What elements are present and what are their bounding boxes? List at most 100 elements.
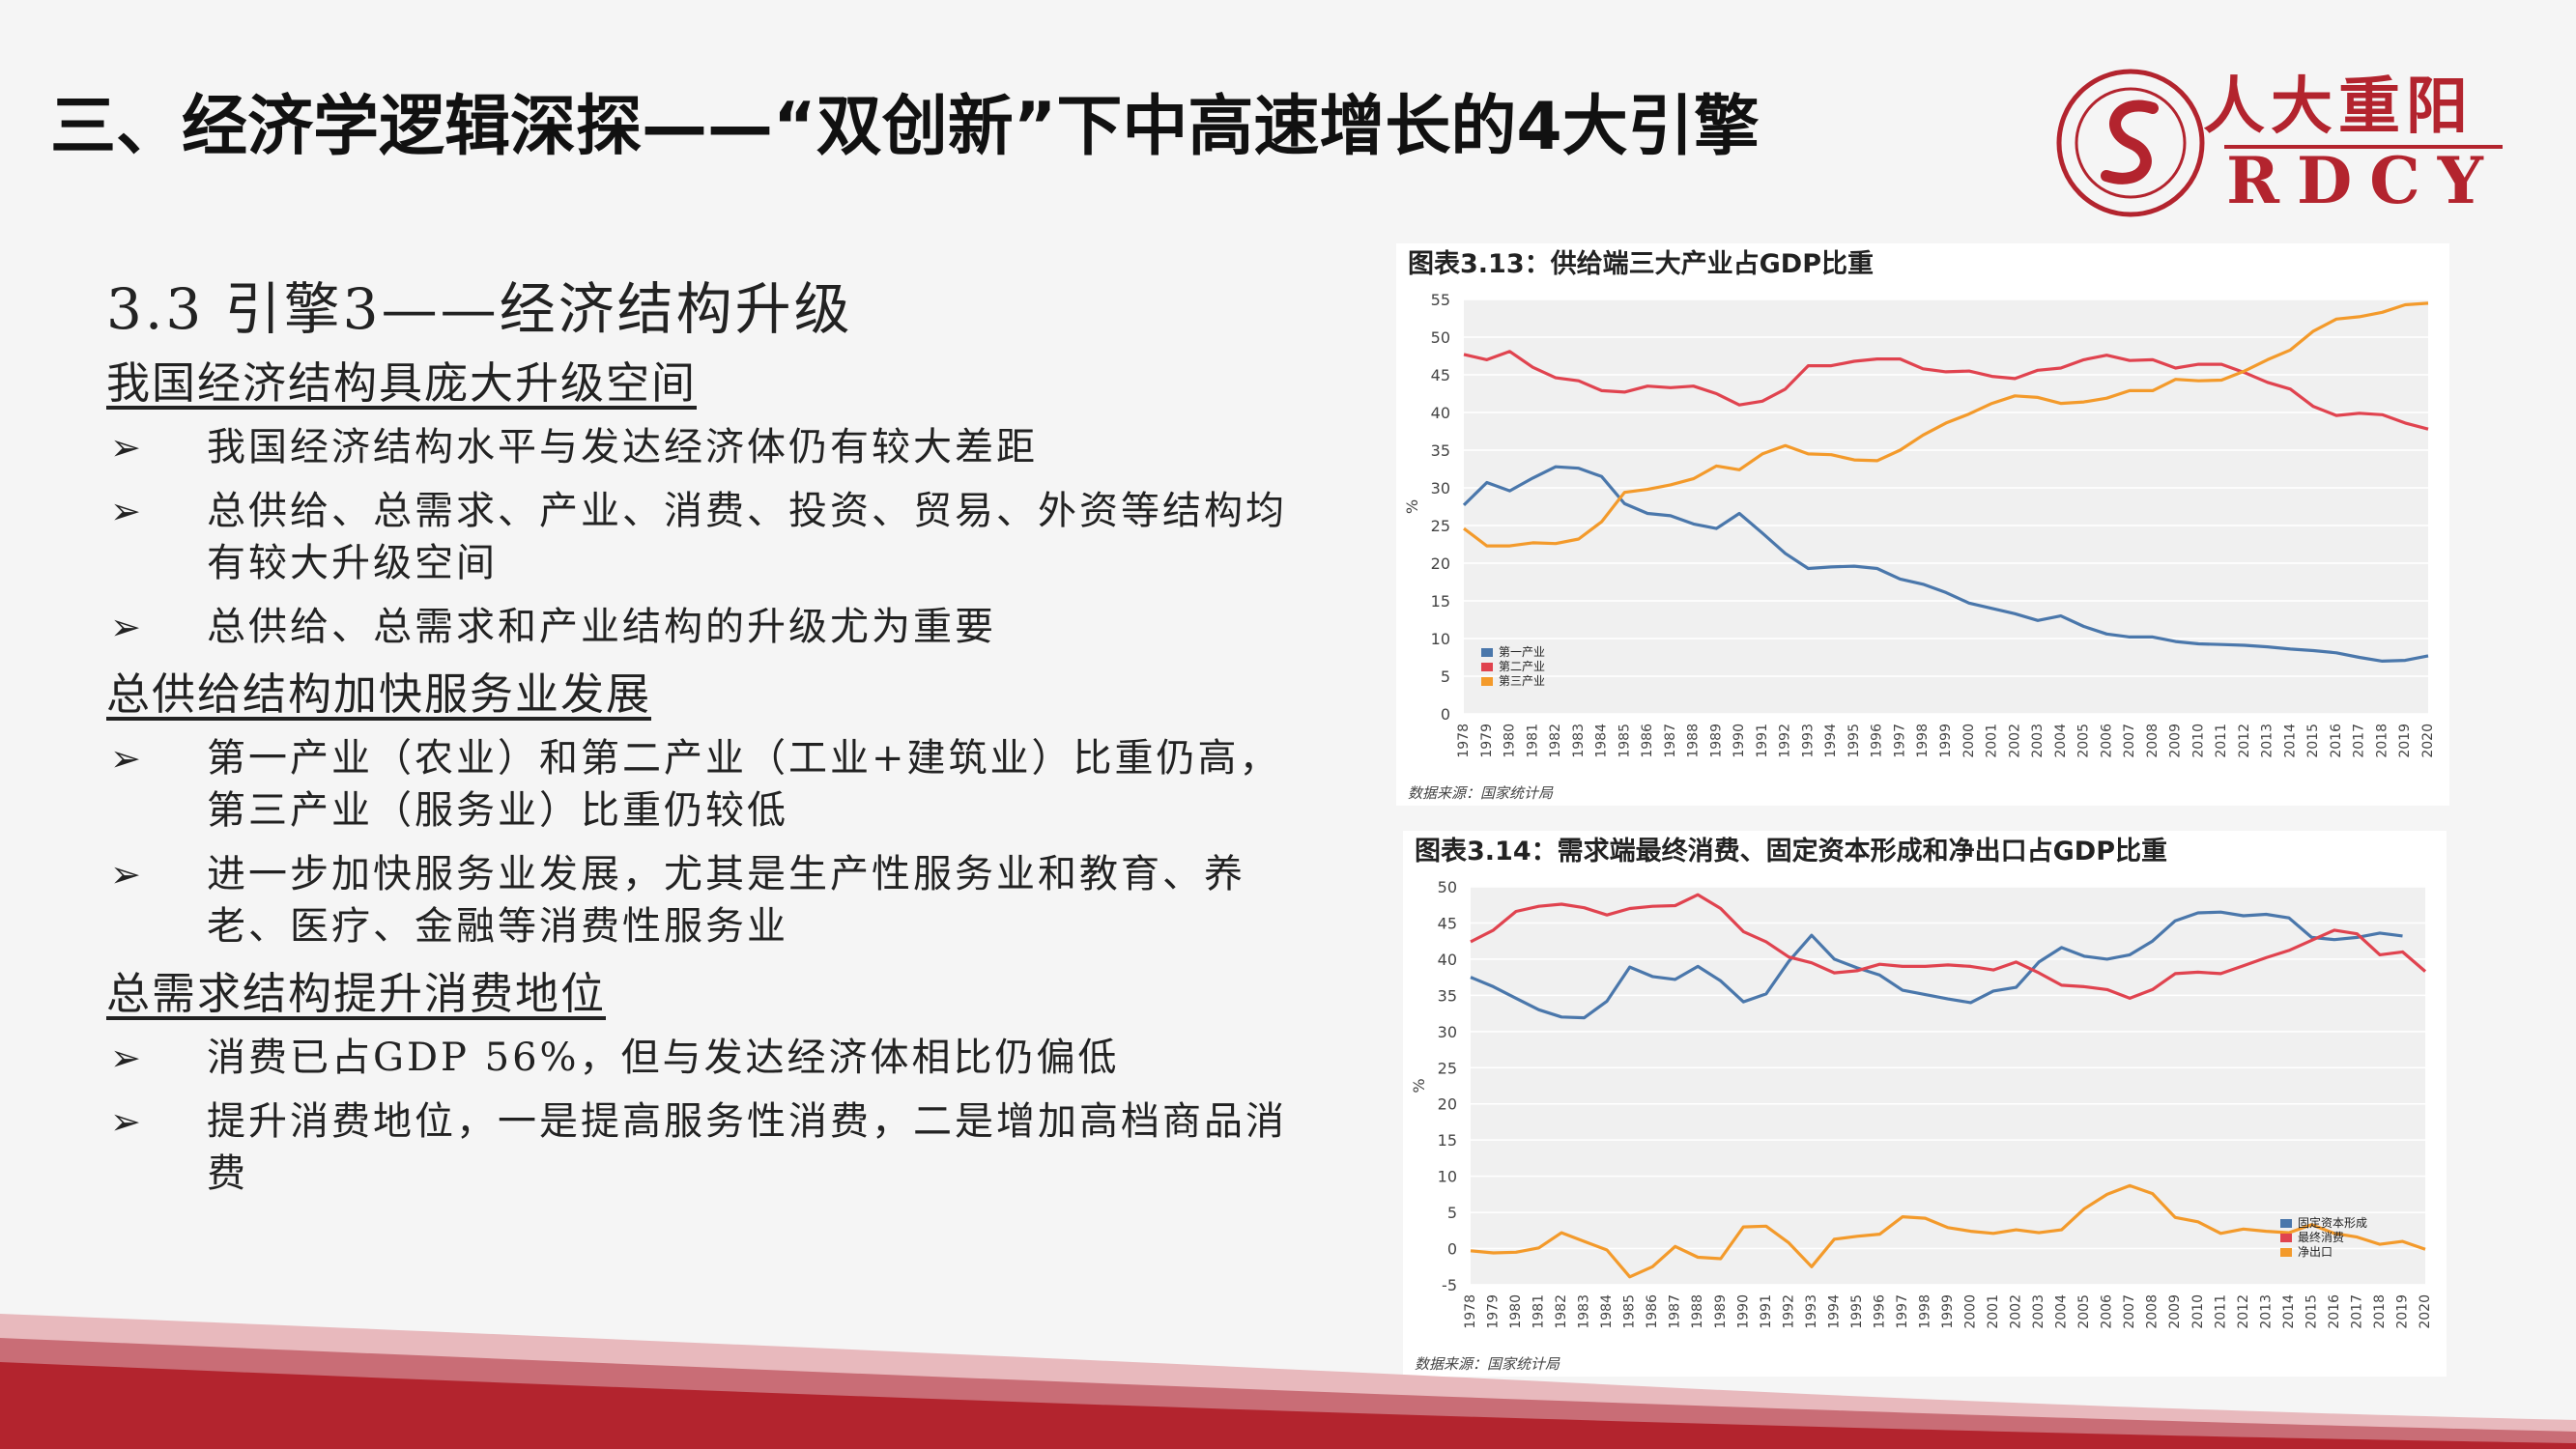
x-tick-label: 1985 xyxy=(1617,724,1632,758)
bullet-item: ➢ 总供给、总需求和产业结构的升级尤为重要 xyxy=(106,601,1314,653)
x-tick-label: 2015 xyxy=(2305,724,2321,758)
legend-swatch xyxy=(2280,1234,2292,1242)
legend-label: 净出口 xyxy=(2298,1245,2333,1259)
x-tick-label: 2014 xyxy=(2282,724,2298,758)
x-tick-label: 1979 xyxy=(1486,1294,1502,1329)
legend-swatch xyxy=(1481,648,1493,657)
group-heading: 总供给结构加快服务业发展 xyxy=(106,668,652,720)
x-tick-label: 2002 xyxy=(2009,1294,2024,1329)
series-line xyxy=(1462,465,2429,663)
x-tick-label: 2015 xyxy=(2304,1294,2319,1329)
bullet-text: 第一产业（农业）和第二产业（工业+建筑业）比重仍高，第三产业（服务业）比重仍较低 xyxy=(207,736,1281,833)
bullet-text: 提升消费地位，一是提高服务性消费，二是增加高档商品消费 xyxy=(207,1099,1287,1196)
series-line xyxy=(1463,301,2429,548)
x-tick-label: 1982 xyxy=(1548,724,1563,758)
x-tick-label: 2016 xyxy=(2327,1294,2342,1329)
x-tick-label: 1986 xyxy=(1645,1294,1660,1329)
x-tick-label: 2002 xyxy=(2007,724,2022,758)
y-axis-label: % xyxy=(1410,1078,1428,1093)
x-tick-label: 1993 xyxy=(1800,724,1816,758)
bullet-text: 消费已占GDP 56%，但与发达经济体相比仍偏低 xyxy=(207,1036,1120,1080)
bullet-text: 总供给、总需求和产业结构的升级尤为重要 xyxy=(207,605,996,649)
x-tick-label: 2018 xyxy=(2372,1294,2388,1329)
x-tick-label: 2020 xyxy=(2418,1294,2433,1329)
data-source: 数据来源：国家统计局 xyxy=(1415,1355,1560,1373)
x-tick-label: 2000 xyxy=(1961,724,1977,758)
bullet-text: 总供给、总需求、产业、消费、投资、贸易、外资等结构均有较大升级空间 xyxy=(207,489,1287,585)
x-tick-label: 1985 xyxy=(1622,1294,1638,1329)
x-tick-label: 1991 xyxy=(1759,1294,1774,1329)
chart-demand-share: 图表3.14：需求端最终消费、固定资本形成和净出口占GDP比重 -5 0 5 10 15 2… xyxy=(1403,831,2447,1377)
arrow-bullet-icon: ➢ xyxy=(110,426,144,469)
x-tick-label: 1999 xyxy=(1938,724,1954,758)
x-tick-label: 1988 xyxy=(1690,1294,1705,1329)
y-tick-label: 10 xyxy=(1431,630,1450,648)
y-tick-label: 45 xyxy=(1431,366,1450,384)
x-tick-label: 1997 xyxy=(1892,724,1907,758)
x-tick-label: 2012 xyxy=(2237,724,2252,758)
y-tick-label: 0 xyxy=(1441,705,1450,724)
svg-text:人大重阳: 人大重阳 xyxy=(2203,71,2474,143)
x-tick-label: 1998 xyxy=(1915,724,1931,758)
y-tick-label: 25 xyxy=(1438,1059,1457,1077)
x-tick-label: 2006 xyxy=(2100,1294,2115,1329)
group-heading: 我国经济结构具庞大升级空间 xyxy=(106,357,698,409)
y-tick-label: 45 xyxy=(1438,914,1457,932)
x-tick-label: 2019 xyxy=(2394,1294,2410,1329)
legend-label: 第一产业 xyxy=(1499,645,1545,659)
x-tick-label: 2007 xyxy=(2122,1294,2137,1329)
x-tick-label: 2010 xyxy=(2190,724,2206,758)
x-tick-label: 1987 xyxy=(1668,1294,1683,1329)
x-tick-label: 2006 xyxy=(2099,724,2114,758)
footer-wave-decoration xyxy=(0,1314,2576,1449)
series-line xyxy=(1470,1183,2426,1279)
x-tick-label: 1984 xyxy=(1599,1294,1615,1329)
x-tick-label: 2014 xyxy=(2281,1294,2297,1329)
x-tick-label: 1992 xyxy=(1781,1294,1796,1329)
chart-industry-share: 图表3.13：供给端三大产业占GDP比重 0 5 10 15 20 25 30 35 40 45 50… xyxy=(1396,243,2449,806)
x-tick-label: 1990 xyxy=(1732,724,1747,758)
x-tick-label: 2017 xyxy=(2349,1294,2364,1329)
bullet-group: 总供给结构加快服务业发展 ➢ 第一产业（农业）和第二产业（工业+建筑业）比重仍高，… xyxy=(106,665,1314,952)
chart-title: 图表3.13：供给端三大产业占GDP比重 xyxy=(1408,249,1874,279)
x-tick-label: 2001 xyxy=(1985,724,2000,758)
x-tick-label: 1978 xyxy=(1456,724,1472,758)
y-tick-label: 30 xyxy=(1431,479,1450,497)
arrow-bullet-icon: ➢ xyxy=(110,1100,144,1143)
chart-title: 图表3.14：需求端最终消费、固定资本形成和净出口占GDP比重 xyxy=(1415,836,2167,867)
x-tick-label: 1996 xyxy=(1870,724,1885,758)
bullet-text: 我国经济结构水平与发达经济体仍有较大差距 xyxy=(207,425,1038,469)
bullet-item: ➢ 我国经济结构水平与发达经济体仍有较大差距 xyxy=(106,421,1314,473)
svg-text:RDCY: RDCY xyxy=(2226,143,2501,218)
x-tick-label: 2011 xyxy=(2214,724,2229,758)
x-tick-label: 1983 xyxy=(1571,724,1587,758)
x-tick-label: 1982 xyxy=(1554,1294,1569,1329)
legend-label: 最终消费 xyxy=(2298,1230,2344,1244)
x-tick-label: 1989 xyxy=(1708,724,1724,758)
legend-label: 第三产业 xyxy=(1499,674,1545,688)
x-tick-label: 2004 xyxy=(2053,724,2069,758)
y-tick-label: 35 xyxy=(1438,986,1457,1005)
x-tick-label: 2020 xyxy=(2420,724,2436,758)
rdcy-logo: 人大重阳 RDCY xyxy=(2056,69,2503,218)
y-tick-label: 25 xyxy=(1431,517,1450,535)
data-source: 数据来源：国家统计局 xyxy=(1408,784,1554,802)
x-tick-label: 1994 xyxy=(1826,1294,1842,1329)
y-tick-label: 5 xyxy=(1447,1204,1457,1222)
x-tick-label: 1986 xyxy=(1640,724,1655,758)
x-tick-label: 2000 xyxy=(1963,1294,1979,1329)
bullet-text: 进一步加快服务业发展，尤其是生产性服务业和教育、养老、医疗、金融等消费性服务业 xyxy=(207,852,1245,949)
y-tick-label: 55 xyxy=(1431,291,1450,309)
content-panel: 3.3 引擎3——经济结构升级 我国经济结构具庞大升级空间 ➢ 我国经济结构水平与… xyxy=(106,270,1314,1211)
bullet-item: ➢ 消费已占GDP 56%，但与发达经济体相比仍偏低 xyxy=(106,1032,1314,1084)
x-tick-label: 2013 xyxy=(2258,1294,2274,1329)
legend-swatch xyxy=(2280,1248,2292,1257)
x-tick-label: 1984 xyxy=(1594,724,1610,758)
x-tick-label: 1988 xyxy=(1686,724,1702,758)
x-tick-label: 1983 xyxy=(1577,1294,1592,1329)
x-tick-label: 2008 xyxy=(2145,1294,2161,1329)
x-tick-label: 2007 xyxy=(2122,724,2137,758)
group-heading: 总需求结构提升消费地位 xyxy=(106,968,607,1019)
x-tick-label: 2018 xyxy=(2374,724,2390,758)
arrow-bullet-icon: ➢ xyxy=(110,490,144,532)
